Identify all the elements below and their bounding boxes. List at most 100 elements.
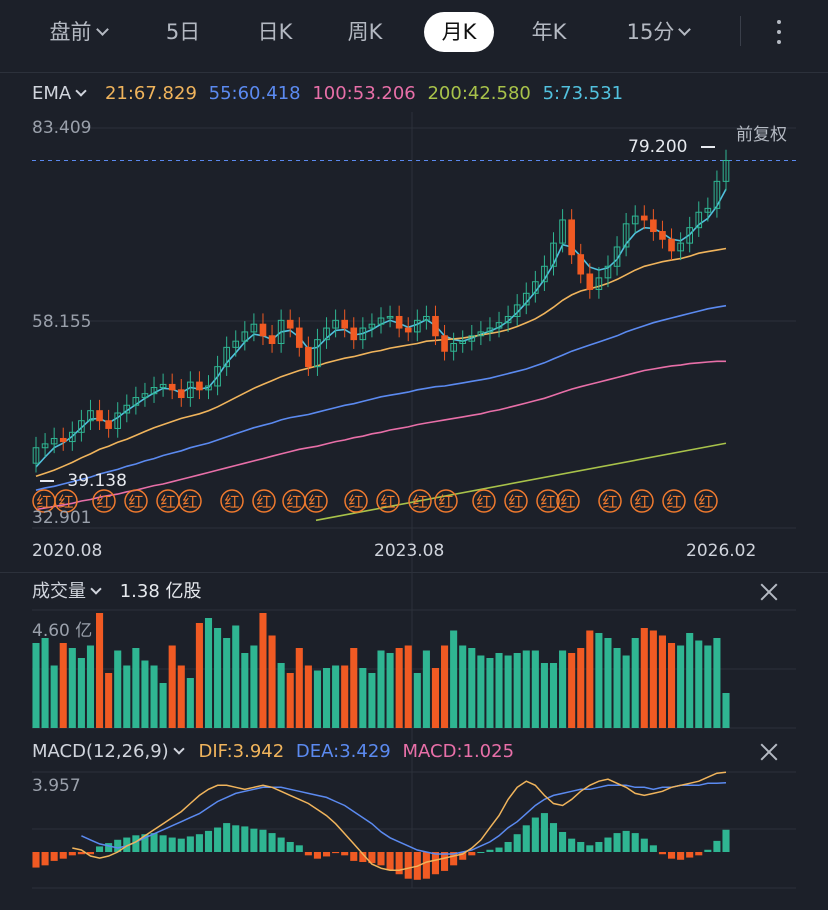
tab-daily-k-label: 日K [257,20,293,44]
volume-bar [141,660,149,728]
candle-body [132,397,140,406]
tab-5day-label: 5日 [165,20,201,44]
macd-bar [277,837,285,852]
candle-body [69,431,76,443]
more-options-icon[interactable] [766,16,792,48]
candle-body [96,410,103,422]
tab-weekly-k[interactable]: 周K [330,12,400,52]
volume-bar [41,638,49,728]
badge-text: 红 [96,493,111,511]
candle-body [559,219,566,244]
volume-bar [350,648,358,728]
macd-bar [631,833,639,852]
volume-bar [114,650,122,728]
volume-bar [559,650,567,728]
volume-bar [322,668,331,728]
red-badges: 红红红红红红红红红红红红红红红红红红红红红红 [32,489,718,513]
high-price-value: 79.200 [628,137,688,157]
volume-bar [32,643,40,728]
volume-bar [277,663,285,728]
macd-dif-value: DIF:3.942 [198,741,285,762]
badge-circle [472,489,496,513]
badge-circle [504,489,528,513]
candle-body [150,387,158,395]
candle-body [468,335,476,342]
macd-title: MACD(12,26,9) [32,741,169,762]
candle-body [541,265,548,283]
close-macd-icon[interactable] [760,743,778,761]
badge-text: 红 [666,493,681,511]
badge-circle [598,489,622,513]
x-axis-label-mid: 2023.08 [374,541,445,561]
close-volume-icon[interactable] [760,583,778,601]
volume-bar [459,645,467,728]
tab-daily-k[interactable]: 日K [240,12,310,52]
badge-circle [178,489,202,513]
badge-circle [124,489,148,513]
tab-monthly-k[interactable]: 月K [424,12,494,52]
volume-selector[interactable]: 成交量 [32,581,102,602]
adjust-label[interactable]: 前复权 [736,125,787,145]
candle-body [32,447,40,464]
red-badge: 红 [556,489,580,513]
badge-text: 红 [256,493,271,511]
badge-text: 红 [380,493,395,511]
volume-bar [377,650,385,728]
macd-bar [114,839,122,852]
candle-body [114,412,122,429]
tab-premarket[interactable]: 盘前 [36,12,120,52]
tab-5day[interactable]: 5日 [148,12,218,52]
red-badge: 红 [304,489,328,513]
candle-body [677,242,684,252]
macd-bar [513,834,521,852]
badge-circle [252,489,276,513]
badge-circle [54,489,78,513]
volume-bar [86,645,95,728]
ema-55-line [35,304,727,491]
red-badge: 红 [344,489,368,513]
candle-body [495,322,503,329]
tab-15min[interactable]: 15分 [610,12,706,52]
candle-body [250,323,258,333]
volume-max-label: 4.60 亿 [32,621,93,641]
macd-bar [667,852,676,859]
volume-bar [677,645,685,728]
candlesticks [32,149,730,473]
red-badge: 红 [124,489,148,513]
volume-bar [159,683,167,728]
ema-selector[interactable]: EMA [32,83,87,104]
macd-bar [377,852,385,866]
macd-bar [441,852,449,871]
macd-bar [295,845,303,852]
candle-body [668,238,675,252]
tab-premarket-label: 盘前 [49,20,92,44]
volume-bars [32,613,730,728]
low-marker-dash [40,480,54,482]
volume-bar [586,630,594,728]
macd-bar [559,831,567,852]
macd-bar [450,852,458,866]
candle-body [41,443,49,449]
candle-body [459,340,467,345]
macd-bar [59,852,67,859]
volume-bar [568,653,576,728]
ema-21-value: 21:67.829 [104,83,197,104]
badge-circle [694,489,718,513]
macd-bar [640,838,648,852]
tab-yearly-k[interactable]: 年K [514,12,584,52]
candle-body [486,327,494,333]
macd-bar [486,849,494,852]
price-axis-low: 32.901 [32,508,92,528]
volume-legend: 成交量 1.38 亿股 [32,578,202,606]
macd-bar [549,823,558,852]
candle-body [323,327,330,341]
macd-selector[interactable]: MACD(12,26,9) [32,741,185,762]
red-badge: 红 [630,489,654,513]
badge-text: 红 [412,493,427,511]
volume-bar [486,658,494,728]
tab-yearly-k-label: 年K [531,20,567,44]
volume-bar [495,653,503,728]
volume-bar [450,630,458,728]
candle-body [350,327,358,341]
